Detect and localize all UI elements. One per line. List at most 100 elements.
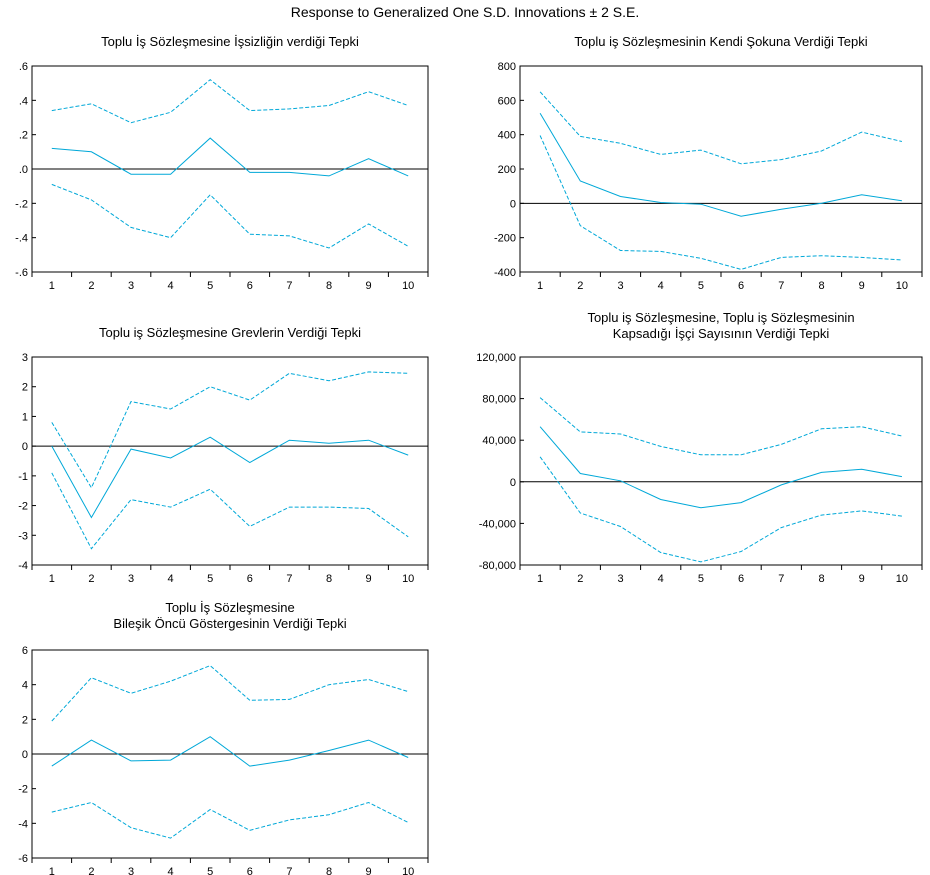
y-tick-label: .6 [19, 61, 28, 73]
x-tick-label: 5 [207, 866, 213, 875]
response-line [539, 112, 902, 217]
plot-frame [31, 356, 429, 566]
x-tick-label: 7 [286, 280, 292, 292]
y-tick-label: .4 [19, 95, 28, 107]
x-tick-label: 2 [88, 280, 94, 292]
x-tick-label: 9 [366, 866, 372, 875]
upper-band-line [51, 665, 409, 722]
y-tick-label: -.4 [15, 233, 28, 245]
response-line [51, 436, 409, 519]
y-tick-label: 0 [510, 198, 516, 210]
y-tick-label: 600 [498, 95, 516, 107]
y-tick-label: 80,000 [482, 394, 516, 406]
y-tick-label: 4 [22, 680, 28, 692]
y-tick-label: 0 [510, 477, 516, 489]
y-tick-label: 800 [498, 61, 516, 73]
x-tick-label: 3 [617, 280, 623, 292]
x-tick-label: 7 [778, 280, 784, 292]
x-tick-label: 9 [366, 573, 372, 585]
x-tick-label: 4 [658, 280, 664, 292]
x-tick-label: 3 [128, 573, 134, 585]
plot-frame [519, 65, 923, 273]
y-tick-label: -4 [18, 560, 28, 572]
x-tick-label: 1 [49, 573, 55, 585]
x-tick-label: 1 [49, 280, 55, 292]
x-tick-label: 4 [168, 573, 174, 585]
panel-title: Bileşik Öncü Göstergesinin Verdiği Tepki [113, 616, 346, 631]
x-tick-label: 1 [537, 280, 543, 292]
panel-3: Toplu iş Sözleşmesine Grevlerin Verdiği … [18, 325, 429, 585]
x-tick-label: 10 [402, 573, 414, 585]
panel-4: Toplu iş Sözleşmesine, Toplu iş Sözleşme… [476, 310, 923, 585]
x-tick-label: 10 [896, 280, 908, 292]
x-tick-label: 7 [778, 573, 784, 585]
y-tick-label: -80,000 [479, 560, 516, 572]
lower-band-line [51, 472, 409, 550]
x-tick-label: 8 [818, 280, 824, 292]
y-tick-label: 120,000 [476, 352, 516, 364]
y-tick-label: -4 [18, 818, 28, 830]
upper-band-line [51, 79, 409, 124]
upper-band-line [539, 397, 903, 456]
upper-band-line [51, 371, 409, 489]
x-tick-label: 3 [617, 573, 623, 585]
response-line [51, 736, 409, 767]
upper-band-line [539, 91, 903, 165]
x-tick-label: 5 [207, 573, 213, 585]
lower-band-line [539, 135, 902, 270]
y-tick-label: -40,000 [479, 518, 516, 530]
x-tick-label: 10 [402, 280, 414, 292]
x-tick-label: 6 [247, 280, 253, 292]
x-tick-label: 9 [859, 573, 865, 585]
panel-title: Toplu İş Sözleşmesine [165, 600, 294, 615]
y-tick-label: -3 [18, 530, 28, 542]
x-tick-label: 9 [366, 280, 372, 292]
response-line [539, 426, 902, 509]
lower-band-line [51, 801, 409, 839]
x-tick-label: 6 [738, 573, 744, 585]
x-tick-label: 1 [537, 573, 543, 585]
y-tick-label: -1 [18, 471, 28, 483]
panel-title: Kapsadığı İşçi Sayısının Verdiği Tepki [613, 326, 830, 341]
panel-title: Toplu iş Sözleşmesinin Kendi Şokuna Verd… [574, 34, 867, 49]
x-tick-label: 4 [658, 573, 664, 585]
y-tick-label: 6 [22, 645, 28, 657]
x-tick-label: 2 [88, 573, 94, 585]
x-tick-label: 5 [698, 280, 704, 292]
y-tick-label: .0 [19, 164, 28, 176]
y-tick-label: 1 [22, 411, 28, 423]
panel-2: Toplu iş Sözleşmesinin Kendi Şokuna Verd… [494, 34, 923, 292]
x-tick-label: 8 [326, 866, 332, 875]
y-tick-label: 200 [498, 164, 516, 176]
response-line [51, 137, 409, 177]
y-tick-label: -.2 [15, 198, 28, 210]
x-tick-label: 8 [326, 280, 332, 292]
y-tick-label: -2 [18, 784, 28, 796]
x-tick-label: 3 [128, 866, 134, 875]
x-tick-label: 6 [738, 280, 744, 292]
x-tick-label: 8 [326, 573, 332, 585]
panel-title: Toplu İş Sözleşmesine İşsizliğin verdiği… [101, 34, 359, 49]
x-tick-label: 10 [896, 573, 908, 585]
panel-title: Toplu iş Sözleşmesine, Toplu iş Sözleşme… [587, 310, 854, 325]
panel-1: Toplu İş Sözleşmesine İşsizliğin verdiği… [15, 34, 429, 292]
y-tick-label: 0 [22, 749, 28, 761]
figure-title: Response to Generalized One S.D. Innovat… [290, 4, 640, 20]
x-tick-label: 4 [168, 866, 174, 875]
y-tick-label: 2 [22, 714, 28, 726]
x-tick-label: 2 [577, 573, 583, 585]
x-tick-label: 3 [128, 280, 134, 292]
plot-frame [519, 356, 923, 566]
x-tick-label: 9 [859, 280, 865, 292]
y-tick-label: 400 [498, 130, 516, 142]
x-tick-label: 10 [402, 866, 414, 875]
panel-title: Toplu iş Sözleşmesine Grevlerin Verdiği … [99, 325, 361, 340]
x-tick-label: 1 [49, 866, 55, 875]
x-tick-label: 5 [207, 280, 213, 292]
x-tick-label: 2 [88, 866, 94, 875]
lower-band-line [51, 183, 409, 249]
y-tick-label: -.6 [15, 267, 28, 279]
x-tick-label: 2 [577, 280, 583, 292]
y-tick-label: 40,000 [482, 435, 516, 447]
